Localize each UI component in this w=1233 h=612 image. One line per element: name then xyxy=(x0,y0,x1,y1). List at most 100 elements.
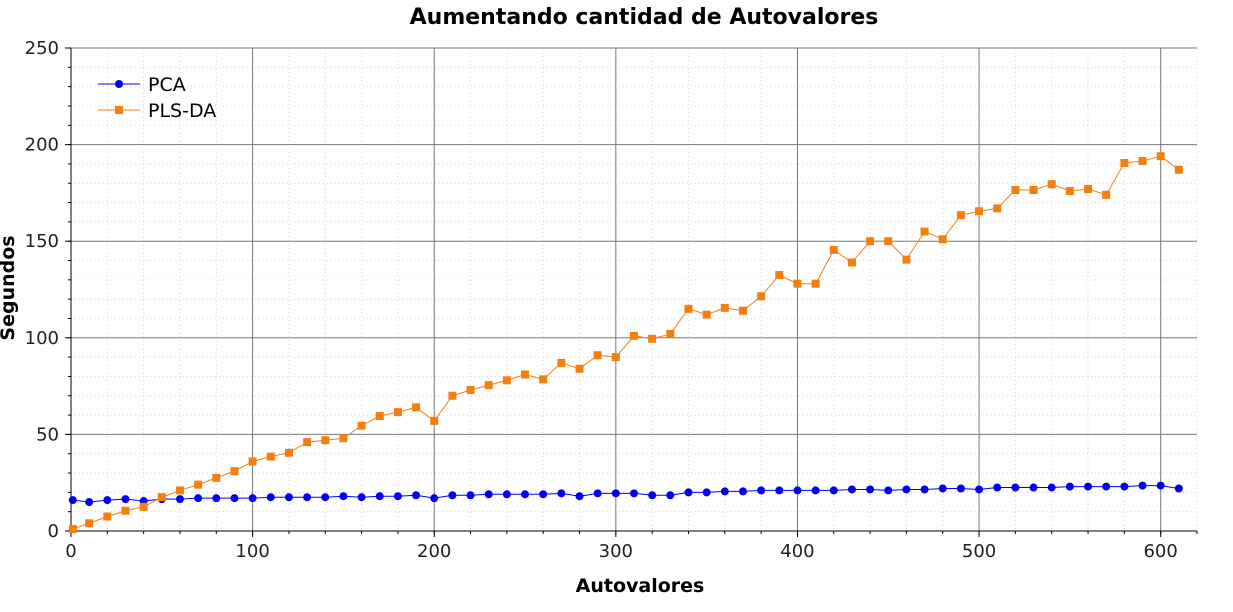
pls-da-point xyxy=(1102,190,1111,199)
pls-da-point xyxy=(1084,185,1093,194)
pls-da-point xyxy=(1120,158,1129,167)
pls-da-point xyxy=(539,375,548,384)
pca-point xyxy=(884,486,893,495)
pls-da-point xyxy=(775,271,784,280)
pca-point xyxy=(666,491,675,500)
pls-da-point xyxy=(847,258,856,267)
pca-point xyxy=(448,491,457,500)
pca-point xyxy=(630,489,638,498)
pls-da-point xyxy=(956,211,965,220)
pls-da-point xyxy=(339,434,348,443)
y-tick-label: 200 xyxy=(25,135,59,156)
y-tick-label: 0 xyxy=(48,521,59,542)
pca-point xyxy=(430,494,439,503)
pls-da-point xyxy=(975,207,984,216)
pls-da-point xyxy=(884,237,893,246)
pls-da-point xyxy=(230,467,239,476)
pca-point xyxy=(375,492,384,501)
pls-da-point xyxy=(811,279,820,288)
pls-da-point xyxy=(557,358,566,367)
pca-point xyxy=(866,485,875,494)
pls-da-point xyxy=(648,334,657,343)
pca-point xyxy=(212,494,221,503)
pls-da-point xyxy=(321,436,330,445)
pca-point xyxy=(684,488,693,497)
pca-point xyxy=(357,493,366,502)
x-tick-label: 0 xyxy=(65,541,76,562)
pca-point xyxy=(121,495,130,504)
pca-point xyxy=(611,489,620,498)
pca-point xyxy=(902,485,911,494)
pca-point xyxy=(1102,482,1111,491)
pls-da-point xyxy=(738,306,747,315)
pls-da-point xyxy=(484,381,493,390)
chart-title: Aumentando cantidad de Autovalores xyxy=(410,5,879,30)
y-tick-label: 250 xyxy=(25,38,59,59)
pca-point xyxy=(557,489,566,498)
pca-point xyxy=(1029,483,1038,492)
pls-da-point xyxy=(157,493,166,502)
pca-point xyxy=(1156,481,1165,490)
pls-da-point xyxy=(466,385,475,394)
pls-da-point xyxy=(684,304,693,313)
pls-da-point xyxy=(175,486,184,495)
pls-da-point xyxy=(85,519,94,528)
pca-point xyxy=(757,486,766,495)
pls-da-point xyxy=(938,235,947,244)
pca-point xyxy=(738,487,747,496)
pca-point xyxy=(85,498,94,507)
pls-da-line xyxy=(72,155,1180,530)
pca-point xyxy=(938,484,947,493)
pca-point xyxy=(393,492,402,501)
pls-da-point xyxy=(829,245,838,254)
y-axis-label: Segundos xyxy=(0,235,19,340)
pls-da-point xyxy=(448,391,457,400)
pls-da-point xyxy=(393,408,402,417)
pca-point xyxy=(339,492,348,501)
x-tick-label: 300 xyxy=(599,541,633,562)
pls-da-point xyxy=(1029,186,1038,195)
pls-da-point xyxy=(266,452,275,461)
series-layer xyxy=(68,152,1183,534)
pls-da-point xyxy=(303,438,312,447)
x-axis-label: Autovalores xyxy=(576,575,705,597)
pca-point xyxy=(1120,482,1129,491)
pca-point xyxy=(539,490,548,499)
pca-point xyxy=(720,487,729,496)
pls-da-point xyxy=(121,506,130,515)
pls-da-point xyxy=(68,525,77,534)
pca-point xyxy=(775,486,784,495)
legend-pca-label: PCA xyxy=(148,74,186,96)
pls-da-point xyxy=(412,403,421,412)
pca-point xyxy=(829,486,838,495)
ticks: 0 100 200 300 400 500 600 0 50 100 150 200 250 xyxy=(25,38,1198,562)
pls-da-point xyxy=(666,329,675,338)
pca-point xyxy=(593,489,602,498)
y-tick-label: 50 xyxy=(36,424,59,445)
pca-point xyxy=(230,494,239,503)
x-tick-label: 100 xyxy=(235,541,269,562)
pca-point xyxy=(175,495,184,504)
pca-point xyxy=(466,491,475,500)
pca-point xyxy=(575,492,584,501)
pls-da-point xyxy=(139,502,148,511)
pls-da-point xyxy=(993,204,1002,213)
pls-da-point xyxy=(920,227,929,236)
pls-da-point xyxy=(521,370,530,379)
pls-da-point xyxy=(212,473,221,482)
legend-pca-marker xyxy=(115,80,123,88)
pls-da-point xyxy=(702,310,711,319)
pca-point xyxy=(956,484,965,493)
pls-da-point xyxy=(103,512,112,521)
grid xyxy=(70,47,1198,532)
pca-point xyxy=(1138,481,1147,490)
pls-da-point xyxy=(902,255,911,264)
x-tick-label: 200 xyxy=(417,541,451,562)
pls-da-point xyxy=(375,412,384,421)
pca-point xyxy=(502,490,511,499)
y-tick-label: 150 xyxy=(25,231,59,252)
pls-da-point xyxy=(720,303,729,312)
pca-point xyxy=(194,494,203,503)
pca-point xyxy=(484,490,493,499)
